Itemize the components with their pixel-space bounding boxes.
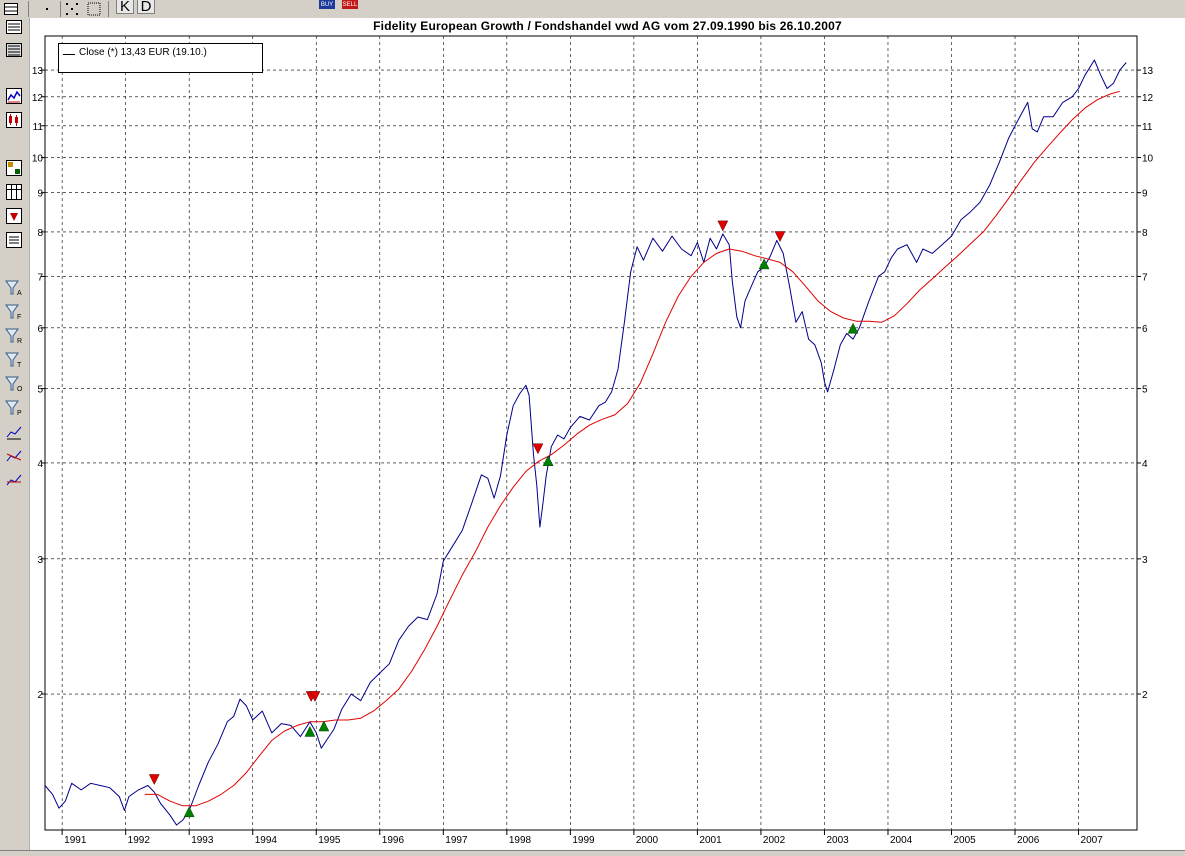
y-tick-label-left: 9 bbox=[37, 189, 43, 200]
buy-signal-marker bbox=[183, 806, 195, 818]
filter-r-icon[interactable]: R bbox=[5, 328, 23, 344]
buy-signal-marker bbox=[847, 322, 859, 334]
x-tick-label: 2005 bbox=[954, 835, 977, 846]
y-tick-label-right: 11 bbox=[1142, 122, 1153, 133]
k-button[interactable]: K bbox=[116, 0, 134, 15]
x-tick-label: 2000 bbox=[636, 835, 659, 846]
y-tick-label-left: 5 bbox=[37, 385, 43, 396]
filter-f-icon[interactable]: F bbox=[5, 304, 23, 320]
y-tick-label-right: 2 bbox=[1142, 690, 1148, 701]
line-chart-icon[interactable] bbox=[5, 88, 23, 104]
y-tick-label-right: 12 bbox=[1142, 93, 1154, 104]
dot-icon[interactable] bbox=[38, 1, 56, 16]
sell-signal-marker bbox=[532, 443, 544, 455]
y-tick-label-left: 2 bbox=[37, 690, 43, 701]
filter-label: P bbox=[17, 410, 22, 416]
x-tick-label: 1992 bbox=[128, 835, 151, 846]
status-bar bbox=[0, 850, 1185, 856]
y-tick-label-left: 6 bbox=[37, 324, 43, 335]
price-series-line bbox=[44, 59, 1127, 826]
dots-grid-icon[interactable] bbox=[85, 1, 103, 16]
filter-label: R bbox=[17, 338, 22, 344]
scatter-icon[interactable] bbox=[63, 1, 81, 16]
y-tick-label-right: 4 bbox=[1142, 459, 1148, 470]
table-icon[interactable] bbox=[2, 1, 20, 16]
trend-icon-3[interactable] bbox=[5, 472, 23, 488]
x-tick-label: 1998 bbox=[509, 835, 532, 846]
y-tick-label-right: 6 bbox=[1142, 324, 1148, 335]
chart-title: Fidelity European Growth / Fondshandel v… bbox=[373, 19, 842, 33]
buy-button[interactable]: BUY bbox=[319, 0, 335, 9]
y-tick-label-left: 13 bbox=[32, 66, 44, 77]
buy-signal-marker bbox=[304, 725, 316, 737]
x-tick-label: 2004 bbox=[890, 835, 913, 846]
y-tick-label-left: 8 bbox=[37, 228, 43, 239]
chart-panel: 2 2 3 3 4 4 5 5 6 6 7 7 8 8 9 9 10 10 11 11 12 12 13 13 1991 1992… bbox=[30, 18, 1185, 850]
x-tick-label: 2002 bbox=[763, 835, 786, 846]
x-tick-label: 2003 bbox=[826, 835, 849, 846]
table-grid-icon[interactable] bbox=[5, 184, 23, 200]
legend-label: Close (*) 13,43 EUR (19.10.) bbox=[79, 47, 207, 58]
grid-chart-icon[interactable] bbox=[5, 160, 23, 176]
y-tick-label-right: 13 bbox=[1142, 66, 1154, 77]
x-tick-label: 1991 bbox=[64, 835, 87, 846]
toolbar-separator bbox=[28, 1, 29, 17]
buy-signal-marker bbox=[542, 455, 554, 466]
lines-icon[interactable] bbox=[5, 42, 23, 58]
x-tick-label: 1999 bbox=[572, 835, 595, 846]
sell-signal-marker bbox=[717, 220, 729, 232]
filter-label: T bbox=[17, 362, 22, 368]
trend-icon-2[interactable] bbox=[5, 448, 23, 464]
x-tick-label: 1993 bbox=[191, 835, 214, 846]
sell-button[interactable]: SELL bbox=[342, 0, 358, 9]
filter-a-icon[interactable]: A bbox=[5, 280, 23, 296]
filter-p-icon[interactable]: P bbox=[5, 400, 23, 416]
d-button[interactable]: D bbox=[137, 0, 155, 15]
y-tick-label-right: 3 bbox=[1142, 555, 1148, 566]
x-tick-label: 1995 bbox=[318, 835, 341, 846]
filter-o-icon[interactable]: O bbox=[5, 376, 23, 392]
y-tick-label-right: 9 bbox=[1142, 189, 1148, 200]
legend: Close (*) 13,43 EUR (19.10.) bbox=[58, 43, 263, 73]
plot-border bbox=[44, 35, 1138, 831]
candlestick-icon[interactable] bbox=[5, 112, 23, 128]
y-tick-label-right: 10 bbox=[1142, 154, 1154, 165]
left-toolbar: A F R T O P bbox=[0, 18, 30, 850]
down-arrow-icon[interactable] bbox=[5, 208, 23, 224]
chart-canvas[interactable]: 2 2 3 3 4 4 5 5 6 6 7 7 8 8 9 9 10 10 11 11 12 12 13 13 1991 1992… bbox=[30, 18, 1185, 850]
filter-t-icon[interactable]: T bbox=[5, 352, 23, 368]
toolbar-separator bbox=[108, 1, 109, 17]
trend-icon-1[interactable] bbox=[5, 424, 23, 440]
x-tick-label: 1996 bbox=[382, 835, 405, 846]
sell-signal-marker bbox=[774, 231, 786, 243]
y-tick-label-left: 11 bbox=[33, 122, 44, 133]
filter-label: O bbox=[17, 386, 23, 392]
y-tick-label-right: 5 bbox=[1142, 385, 1148, 396]
sell-signal-marker bbox=[148, 774, 160, 786]
top-toolbar: K D BUY SELL bbox=[0, 0, 1185, 19]
y-tick-label-right: 8 bbox=[1142, 228, 1148, 239]
average-series-line bbox=[144, 90, 1120, 807]
filter-label: A bbox=[17, 290, 22, 296]
x-tick-label: 1994 bbox=[255, 835, 278, 846]
buy-signal-marker bbox=[318, 720, 330, 732]
y-tick-label-left: 12 bbox=[32, 93, 44, 104]
y-tick-label-left: 10 bbox=[32, 154, 44, 165]
toolbar-separator bbox=[60, 1, 61, 17]
x-tick-label: 2006 bbox=[1017, 835, 1040, 846]
filter-label: F bbox=[17, 314, 21, 320]
sell-signal-marker bbox=[309, 691, 321, 703]
list-icon[interactable] bbox=[5, 19, 23, 35]
x-tick-label: 2001 bbox=[699, 835, 722, 846]
legend-swatch bbox=[63, 54, 75, 55]
x-tick-label: 2007 bbox=[1081, 835, 1104, 846]
y-tick-label-left: 7 bbox=[37, 272, 43, 283]
y-tick-label-left: 3 bbox=[37, 555, 43, 566]
buy-signal-marker bbox=[758, 258, 770, 270]
document-icon[interactable] bbox=[5, 232, 23, 248]
x-tick-label: 1997 bbox=[445, 835, 468, 846]
y-tick-label-left: 4 bbox=[37, 459, 43, 470]
y-tick-label-right: 7 bbox=[1142, 272, 1148, 283]
